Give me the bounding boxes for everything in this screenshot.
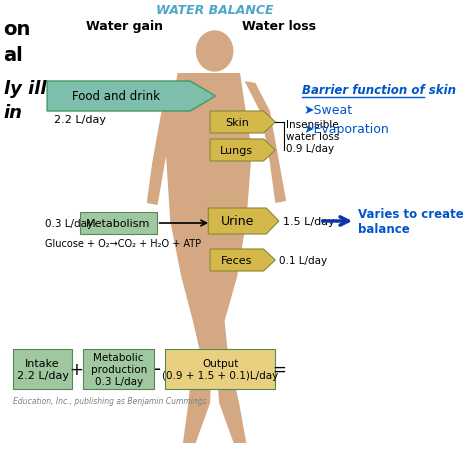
Text: on: on	[4, 20, 31, 39]
Polygon shape	[210, 140, 275, 161]
Polygon shape	[210, 112, 275, 133]
FancyBboxPatch shape	[165, 349, 275, 389]
FancyBboxPatch shape	[83, 349, 154, 389]
Text: 0.3 L/day: 0.3 L/day	[46, 219, 93, 229]
Text: Varies to create
balance: Varies to create balance	[358, 207, 464, 235]
Polygon shape	[47, 82, 216, 112]
Text: Barrier function of skin: Barrier function of skin	[301, 83, 456, 96]
Text: ➤Sweat: ➤Sweat	[303, 103, 353, 116]
Text: Output
(0.9 + 1.5 + 0.1)L/day: Output (0.9 + 1.5 + 0.1)L/day	[162, 359, 278, 380]
Text: Water gain: Water gain	[86, 20, 164, 33]
Polygon shape	[245, 82, 286, 203]
Text: =: =	[272, 360, 286, 378]
Text: Glucose + O₂→CO₂ + H₂O + ATP: Glucose + O₂→CO₂ + H₂O + ATP	[46, 239, 201, 249]
Text: Food and drink: Food and drink	[72, 90, 160, 103]
Text: Lungs: Lungs	[220, 146, 254, 156]
Text: Water loss: Water loss	[242, 20, 316, 33]
Text: ly ill: ly ill	[4, 80, 46, 98]
FancyBboxPatch shape	[80, 212, 157, 235]
Text: ➤Evaporation: ➤Evaporation	[303, 122, 389, 135]
Text: Education, Inc., publishing as Benjamin Cummings: Education, Inc., publishing as Benjamin …	[13, 396, 206, 405]
Text: +: +	[69, 360, 83, 378]
Text: al: al	[4, 46, 23, 65]
FancyBboxPatch shape	[13, 349, 73, 389]
Polygon shape	[208, 208, 279, 235]
Polygon shape	[210, 249, 275, 272]
Text: Intake
2.2 L/day: Intake 2.2 L/day	[17, 359, 69, 380]
Text: Skin: Skin	[225, 118, 249, 128]
Text: Insensible
water loss
0.9 L/day: Insensible water loss 0.9 L/day	[286, 120, 339, 153]
Circle shape	[197, 32, 233, 72]
Text: Feces: Feces	[221, 255, 253, 265]
Text: 0.1 L/day: 0.1 L/day	[279, 255, 327, 265]
Text: Metabolism: Metabolism	[86, 219, 150, 229]
Polygon shape	[183, 354, 212, 443]
Text: Metabolic
production
0.3 L/day: Metabolic production 0.3 L/day	[91, 353, 147, 386]
Polygon shape	[147, 82, 188, 206]
Text: WATER BALANCE: WATER BALANCE	[156, 4, 273, 17]
Text: -: -	[154, 360, 161, 379]
Polygon shape	[166, 74, 252, 356]
Polygon shape	[216, 354, 246, 443]
Text: Urine: Urine	[220, 215, 254, 228]
Text: in: in	[4, 104, 23, 122]
Text: 2.2 L/day: 2.2 L/day	[55, 115, 106, 125]
Text: 1.5 L/day: 1.5 L/day	[283, 216, 334, 226]
